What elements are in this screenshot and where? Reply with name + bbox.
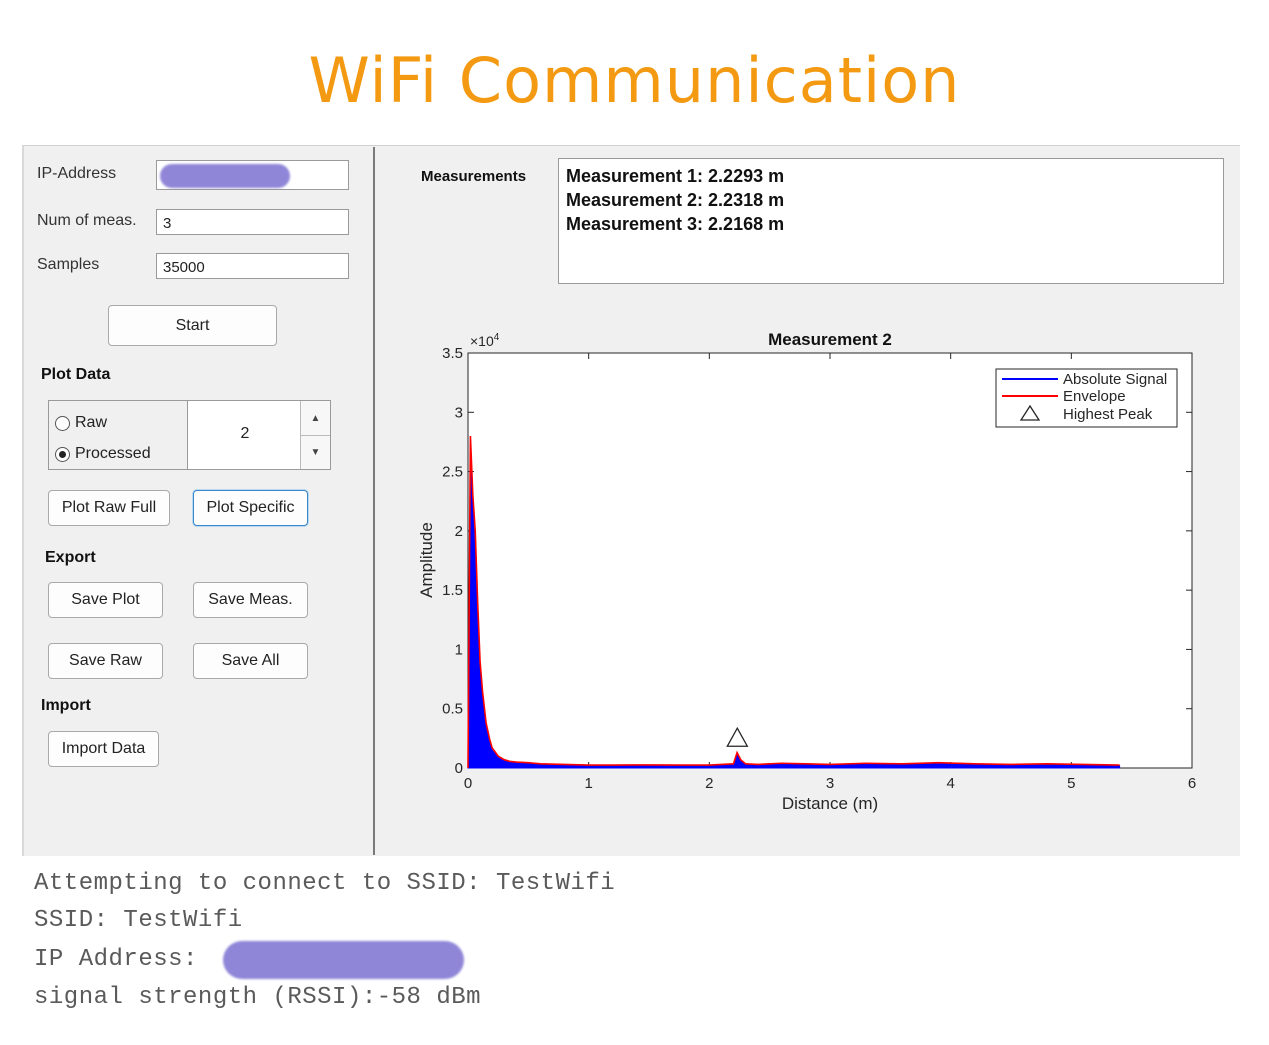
start-button[interactable]: Start (108, 305, 277, 346)
spinner-value[interactable]: 2 (240, 425, 250, 442)
redacted-ip-mark (160, 164, 290, 188)
radio-raw[interactable]: Raw (55, 414, 107, 432)
import-heading: Import (41, 697, 91, 714)
console-line-3: IP Address: (34, 946, 198, 973)
plot-raw-full-button[interactable]: Plot Raw Full (48, 490, 170, 526)
import-data-button[interactable]: Import Data (48, 731, 159, 767)
save-raw-button[interactable]: Save Raw (48, 643, 163, 679)
save-meas-button[interactable]: Save Meas. (193, 582, 308, 618)
measurement-index-spinner[interactable]: 2 ▲ ▼ (187, 400, 331, 470)
radio-processed[interactable]: Processed (55, 445, 151, 463)
spinner-buttons: ▲ ▼ (300, 401, 330, 469)
samples-label: Samples (37, 256, 100, 273)
redacted-console-ip-mark (223, 941, 464, 979)
num-meas-label: Num of meas. (37, 212, 137, 229)
export-heading: Export (45, 549, 96, 566)
measurement-line-1: Measurement 1: 2.2293 m (566, 166, 785, 186)
panel-divider (373, 147, 375, 855)
save-all-button[interactable]: Save All (193, 643, 308, 679)
plot-specific-button[interactable]: Plot Specific (193, 490, 308, 526)
samples-field[interactable]: 35000 (156, 253, 349, 279)
measurement-line-2: Measurement 2: 2.2318 m (566, 190, 785, 210)
measurements-label: Measurements (421, 168, 527, 185)
plot-mode-radio-group: Raw Processed (48, 400, 188, 470)
page-title: WiFi Communication (308, 44, 961, 117)
console-line-2: SSID: TestWifi (34, 907, 243, 934)
radio-processed-indicator[interactable] (55, 446, 70, 462)
console-line-4: signal strength (RSSI):-58 dBm (34, 984, 482, 1011)
radio-processed-label: Processed (75, 445, 151, 462)
triangle-up-icon[interactable]: ▲ (301, 401, 330, 436)
radio-raw-indicator[interactable] (55, 415, 70, 431)
console-line-1: Attempting to connect to SSID: TestWifi (34, 870, 616, 897)
num-meas-field[interactable]: 3 (156, 209, 349, 235)
measurements-textarea[interactable]: Measurement 1: 2.2293 m Measurement 2: 2… (558, 158, 1224, 284)
measurement-line-3: Measurement 3: 2.2168 m (566, 214, 785, 234)
plot-data-heading: Plot Data (41, 366, 111, 383)
triangle-down-icon[interactable]: ▼ (310, 446, 321, 458)
radio-raw-label: Raw (75, 414, 108, 431)
ip-address-label: IP-Address (37, 165, 117, 182)
save-plot-button[interactable]: Save Plot (48, 582, 163, 618)
